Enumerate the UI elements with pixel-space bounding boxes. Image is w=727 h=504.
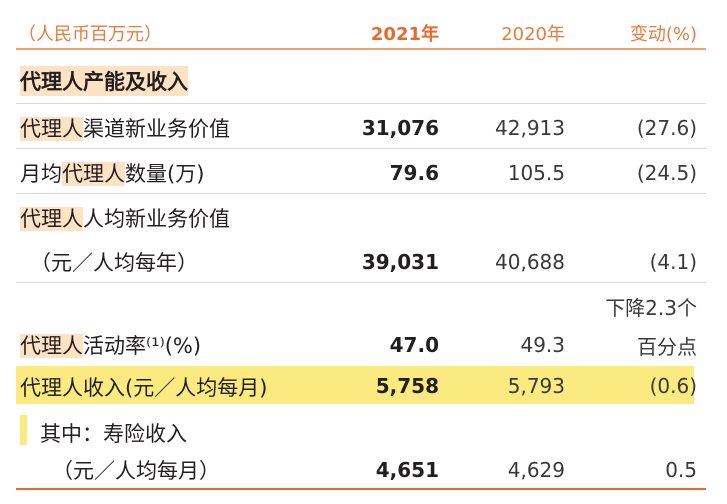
value-change-income: (0.6) <box>649 374 697 398</box>
row-label-nbv: 代理人渠道新业务价值 <box>20 113 230 143</box>
section-title: 代理人产能及收入 <box>20 66 188 96</box>
divider <box>16 282 706 283</box>
sub-row-marker <box>20 415 27 445</box>
row-label-activity: 代理人活动率⁽¹⁾(%) <box>20 330 201 360</box>
value-change-insurance-income: 0.5 <box>665 458 697 482</box>
row-label-nbv-per-agent: 代理人人均新业务价值 <box>20 203 230 233</box>
column-header-change: 变动(%) <box>629 24 697 45</box>
label-highlight: 代理人 <box>62 162 125 186</box>
value-change-activity-line2: 百分点 <box>637 335 697 359</box>
value-2021-income: 5,758 <box>375 374 439 398</box>
bottom-rule <box>16 488 706 490</box>
divider <box>16 193 706 194</box>
column-header-2020: 2020年 <box>501 24 565 45</box>
label-text: 数量(万) <box>125 162 205 186</box>
divider <box>16 103 706 104</box>
label-text: 活动率⁽¹⁾(%) <box>83 334 202 358</box>
label-text: 人均新业务价值 <box>83 207 230 231</box>
header-rule <box>16 48 706 50</box>
label-prefix: 月均 <box>20 162 62 186</box>
label-text: 渠道新业务价值 <box>83 117 230 141</box>
value-2021-nbv-per-agent: 39,031 <box>361 250 439 274</box>
row-label-nbv-per-agent-unit: （元／人均每年） <box>30 251 198 275</box>
row-label-income: 代理人收入(元／人均每月) <box>20 376 268 400</box>
row-highlight-band <box>16 366 694 404</box>
value-change-nbv-per-agent: (4.1) <box>649 250 697 274</box>
row-label-headcount: 月均代理人数量(万) <box>20 158 204 188</box>
value-2020-headcount: 105.5 <box>507 161 565 185</box>
divider <box>16 148 706 149</box>
value-change-nbv: (27.6) <box>636 116 697 140</box>
value-2021-nbv: 31,076 <box>361 116 439 140</box>
value-2021-headcount: 79.6 <box>389 161 439 185</box>
label-highlight: 代理人 <box>20 334 83 358</box>
value-change-activity-line1: 下降2.3个 <box>605 296 697 320</box>
row-label-insurance-income: 其中：寿险收入 <box>40 422 187 446</box>
value-2020-nbv-per-agent: 40,688 <box>495 250 565 274</box>
value-2020-activity: 49.3 <box>520 333 565 357</box>
value-2020-nbv: 42,913 <box>495 116 565 140</box>
value-2020-income: 5,793 <box>507 374 565 398</box>
unit-label: （人民币百万元） <box>18 24 162 45</box>
label-highlight: 代理人 <box>20 207 83 231</box>
value-2021-insurance-income: 4,651 <box>375 458 439 482</box>
value-2021-activity: 47.0 <box>389 333 439 357</box>
label-highlight: 代理人 <box>20 117 83 141</box>
value-2020-insurance-income: 4,629 <box>507 458 565 482</box>
row-label-insurance-income-unit: （元／人均每月） <box>52 459 220 483</box>
column-header-2021: 2021年 <box>370 24 439 45</box>
value-change-headcount: (24.5) <box>636 161 697 185</box>
